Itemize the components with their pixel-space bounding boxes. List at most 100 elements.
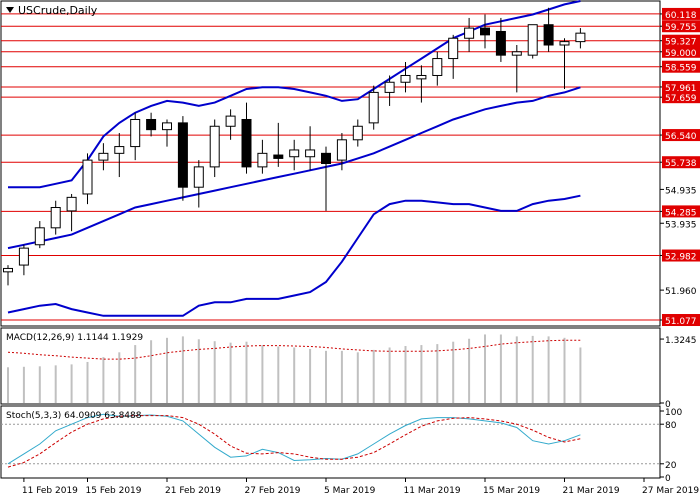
candle <box>321 146 331 211</box>
candle <box>130 112 141 161</box>
candle <box>18 244 29 276</box>
candle <box>98 143 109 171</box>
date-label: 27 Feb 2019 <box>245 486 301 496</box>
band-middle <box>7 86 581 250</box>
price-tick-label: 51.960 <box>665 287 697 297</box>
candle <box>209 119 220 178</box>
price-tag-label: 54.285 <box>665 208 697 218</box>
macd-histogram <box>7 334 582 403</box>
candle <box>464 17 475 52</box>
candle <box>34 221 45 249</box>
date-label: 21 Feb 2019 <box>165 486 221 496</box>
price-tag-label: 58.559 <box>665 64 697 74</box>
candle <box>448 34 459 79</box>
symbol-label: USCrude,Daily <box>18 4 98 17</box>
price-tick-label: 53.935 <box>665 220 697 230</box>
price-tag-label: 59.327 <box>665 38 697 48</box>
candle <box>368 85 379 130</box>
date-label: 11 Mar 2019 <box>404 486 461 496</box>
price-tag-8 <box>662 156 700 169</box>
price-tag-3 <box>662 45 700 58</box>
stochastic-lines <box>7 413 581 468</box>
date-axis: 11 Feb 2019 15 Feb 2019 21 Feb 2019 27 Feb … <box>22 478 699 496</box>
candle <box>384 75 395 106</box>
candle <box>257 139 268 174</box>
date-label: 11 Feb 2019 <box>22 486 78 496</box>
price-tick-label: 54.935 <box>665 186 697 196</box>
macd-tick-label: 0 <box>665 400 671 410</box>
candle <box>416 65 427 103</box>
price-tag-label: 52.982 <box>665 253 697 263</box>
candle <box>225 109 236 140</box>
price-tag-10 <box>662 205 700 218</box>
candle <box>66 193 77 232</box>
candle <box>289 139 300 171</box>
price-tag-7 <box>662 129 700 142</box>
price-tag-4 <box>662 60 700 73</box>
stochastic-panel: 100 80 20 0 Stoch(5,3,3) 64.0909 63.8488 <box>0 405 682 484</box>
price-tag-6 <box>662 91 700 104</box>
stoch-tick-label: 100 <box>665 408 682 418</box>
candle <box>177 116 188 201</box>
date-label: 15 Mar 2019 <box>483 486 540 496</box>
date-label: 15 Feb 2019 <box>86 486 142 496</box>
stochastic-levels <box>1 423 660 465</box>
date-label: 21 Mar 2019 <box>563 486 620 496</box>
candle <box>527 24 538 59</box>
stoch-tick-label: 20 <box>665 461 677 471</box>
price-tag-0 <box>662 7 700 20</box>
candle <box>3 265 13 286</box>
candle <box>495 17 506 62</box>
date-label: 27 Mar 2019 <box>642 486 699 496</box>
candle <box>273 122 284 167</box>
candle <box>50 200 61 235</box>
stoch-tick-label: 0 <box>665 474 671 484</box>
stoch-main <box>7 413 581 465</box>
price-tag-12 <box>662 249 700 262</box>
price-tag-label: 56.540 <box>665 132 697 142</box>
candle <box>193 160 204 208</box>
price-tag-1 <box>662 20 700 33</box>
candle <box>480 14 490 49</box>
candle <box>336 133 347 171</box>
price-tag-label: 51.077 <box>665 317 697 327</box>
candle <box>575 28 586 49</box>
price-tag-label: 59.000 <box>665 49 697 59</box>
candles <box>3 7 586 286</box>
symbol-title[interactable]: USCrude,Daily <box>6 4 98 17</box>
candle <box>511 45 522 93</box>
candle <box>82 153 93 205</box>
candle <box>162 119 172 147</box>
candle <box>305 126 316 171</box>
price-tag-label: 55.738 <box>665 159 697 169</box>
macd-label: MACD(12,26,9) 1.1144 1.1929 <box>6 333 143 343</box>
candle <box>543 7 554 52</box>
candle <box>559 38 570 90</box>
macd-axis: 1.3245 0 <box>660 336 697 410</box>
date-label: 5 Mar 2019 <box>324 486 376 496</box>
candle <box>400 61 411 93</box>
price-tag-label: 57.961 <box>665 84 697 94</box>
stoch-signal <box>7 415 581 468</box>
price-tag-label: 59.755 <box>665 23 697 33</box>
candle <box>432 51 443 86</box>
macd-tick-label: 1.3245 <box>665 336 697 346</box>
price-tag-5 <box>662 80 700 93</box>
price-tag-label: 57.659 <box>665 94 697 104</box>
dropdown-triangle-icon <box>6 7 14 13</box>
price-tag-label: 60.118 <box>665 11 697 21</box>
stochastic-label: Stoch(5,3,3) 64.0909 63.8488 <box>6 411 142 421</box>
price-tag-2 <box>662 34 700 47</box>
stochastic-axis: 100 80 20 0 <box>660 408 682 484</box>
candle <box>114 133 125 178</box>
candle <box>146 112 157 137</box>
candle <box>241 102 252 174</box>
macd-panel: 1.3245 0 MACD(12,26,9) 1.1144 1.1929 <box>0 327 697 410</box>
candle <box>352 119 363 147</box>
band-lower <box>7 194 581 317</box>
price-tag-14 <box>662 314 700 327</box>
stoch-tick-label: 80 <box>665 421 677 431</box>
